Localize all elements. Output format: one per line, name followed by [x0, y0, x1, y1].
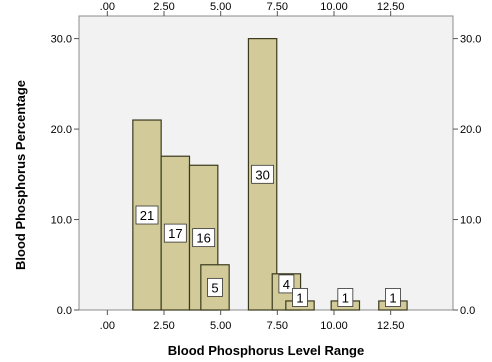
- data-label-box-6: [292, 288, 308, 307]
- x-tick-label-bottom-5: 12.50: [377, 320, 405, 332]
- data-label-4: 30: [255, 167, 269, 182]
- x-axis-top: .00 2.50 5.00 7.50 10.00 12.50: [100, 1, 405, 16]
- x-tick-label-top-2: 5.00: [210, 1, 231, 13]
- data-label-box-1: [163, 223, 187, 243]
- data-label-3: 5: [211, 280, 218, 295]
- y-axis-right: 0.0 10.0 20.0 30.0: [453, 34, 481, 317]
- x-tick-label-bottom-3: 7.50: [267, 320, 288, 332]
- x-tick-label-top-3: 7.50: [267, 1, 288, 13]
- data-label-box-0: [135, 205, 159, 225]
- x-axis-title: Blood Phosphorus Level Range: [168, 343, 364, 358]
- data-label-1: 17: [168, 226, 182, 241]
- y-tick-label-right-1: 10.0: [460, 215, 481, 227]
- x-tick-label-bottom-2: 5.00: [210, 320, 231, 332]
- x-tick-label-top-5: 12.50: [377, 1, 405, 13]
- data-label-box-3: [207, 277, 223, 297]
- x-tick-label-top-0: .00: [100, 1, 115, 13]
- data-label-6: 1: [296, 290, 303, 305]
- y-tick-label-right-0: 0.0: [460, 305, 475, 317]
- y-tick-label-right-2: 20.0: [460, 124, 481, 136]
- x-tick-label-bottom-1: 2.50: [153, 320, 174, 332]
- data-label-box-4: [251, 164, 275, 184]
- data-label-7: 1: [342, 290, 349, 305]
- data-label-box-7: [337, 288, 354, 307]
- data-label-8: 1: [389, 290, 396, 305]
- x-tick-label-bottom-4: 10.00: [320, 320, 348, 332]
- y-axis-title: Blood Phosphorus Percentage: [13, 80, 28, 270]
- y-tick-label-left-1: 10.0: [51, 215, 72, 227]
- data-label-box-2: [192, 228, 216, 248]
- y-tick-label-left-3: 30.0: [51, 34, 72, 46]
- x-tick-label-bottom-0: .00: [100, 320, 115, 332]
- data-label-box-8: [385, 288, 401, 307]
- data-label-2: 16: [196, 231, 210, 246]
- y-tick-label-right-3: 30.0: [460, 34, 481, 46]
- y-axis-left: 0.0 10.0 20.0 30.0: [51, 34, 79, 317]
- data-label-0: 21: [140, 208, 154, 223]
- x-tick-label-top-4: 10.00: [320, 1, 348, 13]
- y-tick-label-left-2: 20.0: [51, 124, 72, 136]
- y-tick-label-left-0: 0.0: [57, 305, 72, 317]
- data-label-box-5: [278, 274, 295, 294]
- data-label-5: 4: [283, 277, 290, 292]
- x-tick-label-top-1: 2.50: [153, 1, 174, 13]
- x-axis-bottom: .00 2.50 5.00 7.50 10.00 12.50: [100, 310, 405, 332]
